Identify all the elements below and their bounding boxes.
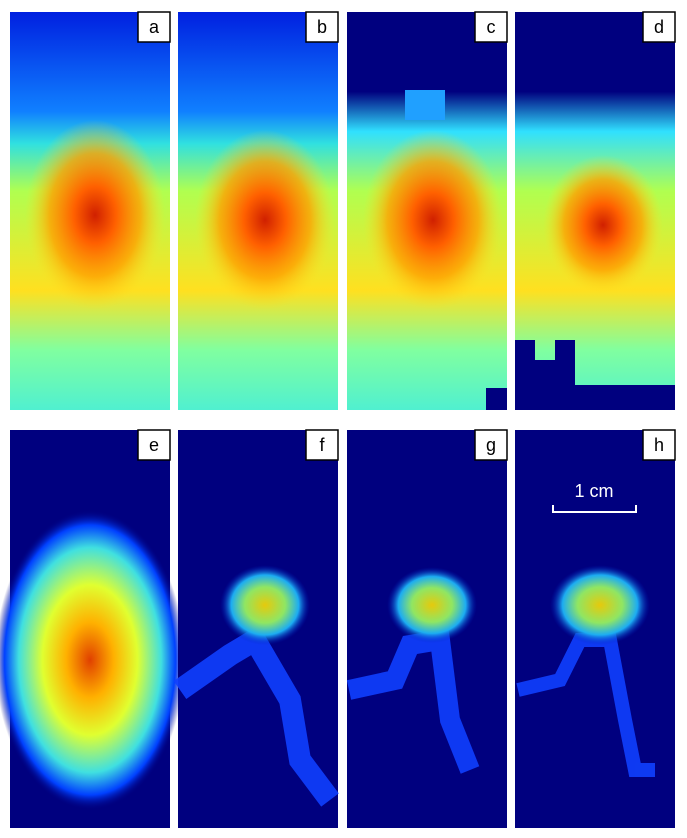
panel-label-box — [642, 11, 676, 43]
panel-label: a — [149, 17, 160, 37]
panel-label-box — [474, 429, 508, 461]
panel-label: e — [149, 435, 159, 455]
panel-label: c — [487, 17, 496, 37]
panel-label-box — [305, 429, 339, 461]
panel-labels: a b c d e f g h — [137, 11, 676, 461]
panel-label-box — [642, 429, 676, 461]
panel-label: d — [654, 17, 664, 37]
panel-label-box — [305, 11, 339, 43]
scale-bar-label: 1 cm — [574, 481, 613, 501]
panel-label: b — [317, 17, 327, 37]
panel-label-box — [137, 11, 171, 43]
panel-label: g — [486, 435, 496, 455]
panel-label: h — [654, 435, 664, 455]
panel-label: f — [319, 435, 325, 455]
panel-label-box — [474, 11, 508, 43]
panel-label-box — [137, 429, 171, 461]
